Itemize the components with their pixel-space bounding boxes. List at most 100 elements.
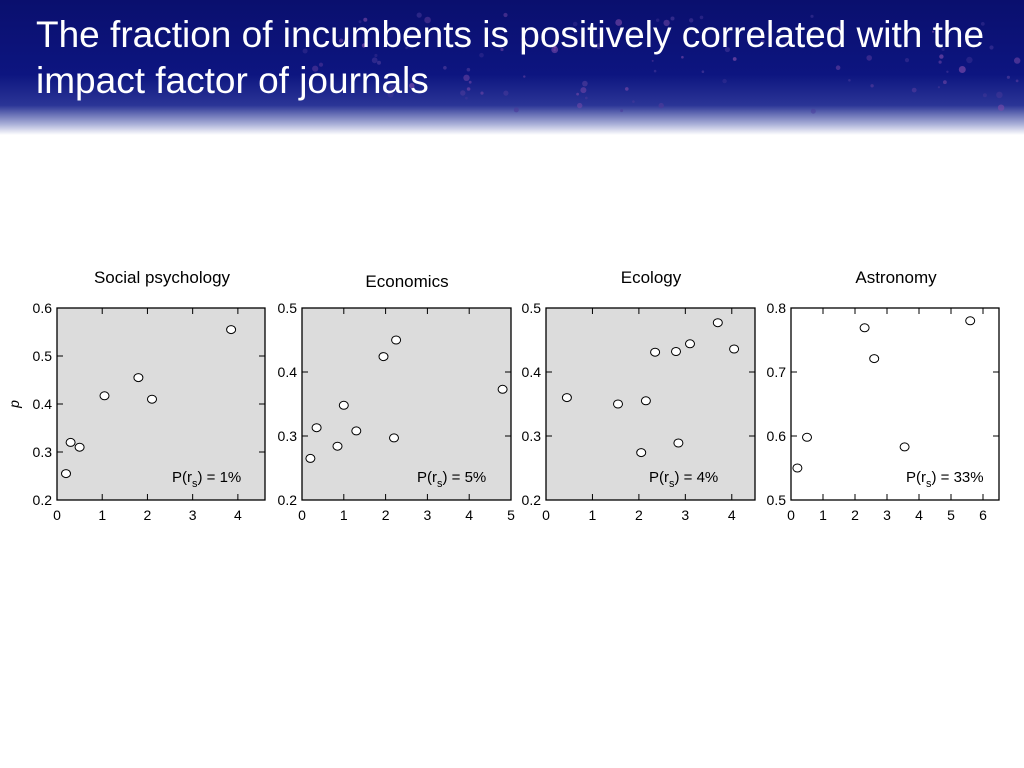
banner-dot: [577, 102, 583, 109]
x-tick-label: 2: [635, 507, 643, 523]
banner-dot: [958, 66, 966, 73]
scatter-panel-4: Astronomy 0 1 2 3 4 5 6 0.5 0.6 0.7 0.8 P(rs) = 33%: [767, 268, 1000, 523]
x-tick-label: 6: [979, 507, 987, 523]
banner-dot: [480, 91, 484, 95]
y-tick-label: 0.2: [522, 492, 542, 508]
banner-dot: [463, 74, 470, 82]
banner-dot: [699, 15, 704, 20]
scatter-panel-2: Economics 0 1 2 3 4 5 0.2 0.3 0.4 0.5 P(rs) = 5%: [278, 272, 516, 523]
data-point: [305, 453, 316, 463]
data-point: [636, 448, 647, 458]
banner-dot: [620, 109, 624, 113]
x-tick-label: 5: [947, 507, 955, 523]
data-point: [671, 347, 681, 356]
x-tick-label: 2: [851, 507, 859, 523]
x-tick-label: 1: [819, 507, 827, 523]
plot-area: [545, 307, 756, 501]
y-tick-label: 0.4: [33, 396, 53, 412]
banner-dot: [387, 91, 394, 98]
x-tick-label: 2: [144, 507, 152, 523]
banner-dot: [521, 37, 526, 42]
banner-dot: [466, 67, 471, 72]
banner-dot: [584, 96, 588, 100]
banner-dot: [904, 58, 910, 63]
banner-dot: [946, 70, 949, 74]
banner-dot: [836, 26, 840, 30]
banner-dot: [576, 92, 579, 96]
data-point: [561, 393, 572, 403]
banner-dot: [363, 17, 368, 22]
data-point: [859, 323, 870, 333]
x-tick-label: 4: [234, 507, 242, 523]
y-tick-label: 0.4: [278, 364, 298, 380]
significance-annotation: P(rs) = 4%: [649, 469, 718, 490]
banner-dot: [551, 46, 559, 54]
data-point: [729, 344, 740, 354]
banner-dot: [371, 57, 378, 64]
banner-dot: [689, 18, 694, 23]
data-point: [497, 384, 508, 394]
y-tick-label: 0.4: [522, 364, 542, 380]
banner-dot: [982, 93, 987, 98]
data-point: [685, 339, 695, 349]
banner-dot: [377, 60, 381, 65]
data-point: [332, 441, 343, 451]
slide-title: The fraction of incumbents is positively…: [36, 14, 985, 101]
x-tick-label: 0: [542, 507, 550, 523]
banner-dot: [989, 45, 994, 50]
banner-dot: [658, 102, 664, 109]
x-tick-label: 3: [424, 507, 432, 523]
banner-dot: [523, 75, 526, 78]
y-tick-label: 0.3: [278, 428, 298, 444]
data-point: [147, 394, 157, 404]
x-tick-label: 0: [298, 507, 306, 523]
banner-dot: [997, 104, 1005, 111]
banner-dot: [503, 12, 508, 18]
banner-dot: [632, 100, 635, 103]
banner-dot: [760, 39, 765, 44]
banner-dot: [405, 46, 408, 50]
x-tick-label: 4: [915, 507, 923, 523]
y-tick-label: 0.6: [33, 300, 53, 316]
scatter-panel-1: Social psychology p 0 1 2 3 4 0.2 0.3 0.4 0.5 0.6 P(…: [6, 268, 266, 523]
data-point: [391, 335, 402, 345]
data-point: [869, 354, 880, 364]
plot-area: [790, 307, 1000, 501]
data-point: [65, 437, 76, 447]
banner-dot: [615, 19, 623, 26]
banner-dot: [394, 84, 400, 90]
y-tick-label: 0.5: [767, 492, 787, 508]
banner-dot: [722, 78, 727, 84]
x-tick-label: 0: [53, 507, 61, 523]
data-point: [650, 347, 661, 357]
banner-dot: [785, 41, 788, 45]
significance-annotation: P(rs) = 33%: [906, 469, 984, 490]
y-tick-label: 0.5: [278, 300, 298, 316]
banner-dot: [572, 21, 578, 27]
banner-dot: [318, 62, 324, 67]
banner-dot: [932, 30, 934, 33]
banner-dot: [670, 16, 675, 21]
banner-dot: [460, 90, 466, 96]
banner-dot: [966, 56, 973, 64]
panel-title: Social psychology: [94, 268, 231, 287]
banner-dot: [468, 80, 472, 84]
banner-dot: [943, 80, 947, 85]
y-tick-label: 0.2: [278, 492, 298, 508]
banner-dot: [810, 14, 814, 18]
plot-area: [301, 307, 512, 501]
y-axis-label: p: [6, 400, 22, 409]
x-tick-label: 1: [589, 507, 597, 523]
banner-dot: [938, 60, 942, 64]
data-point: [802, 432, 812, 442]
banner-dot: [653, 69, 657, 73]
data-point: [712, 318, 723, 328]
banner-dot: [361, 43, 366, 48]
banner-dot: [443, 66, 447, 70]
banner-dot: [939, 54, 944, 59]
scatter-panel-3: Ecology 0 1 2 3 4 0.2 0.3 0.4 0.5 P(rs) = 4%: [522, 268, 756, 523]
data-point: [99, 391, 110, 401]
y-tick-label: 0.6: [767, 428, 787, 444]
banner-dot: [358, 20, 362, 24]
banner-dot: [503, 90, 509, 96]
